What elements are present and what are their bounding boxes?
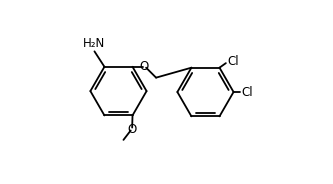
Text: O: O [127, 123, 136, 135]
Text: O: O [140, 60, 149, 73]
Text: Cl: Cl [241, 86, 253, 98]
Text: H₂N: H₂N [83, 37, 105, 49]
Text: Cl: Cl [228, 55, 239, 68]
